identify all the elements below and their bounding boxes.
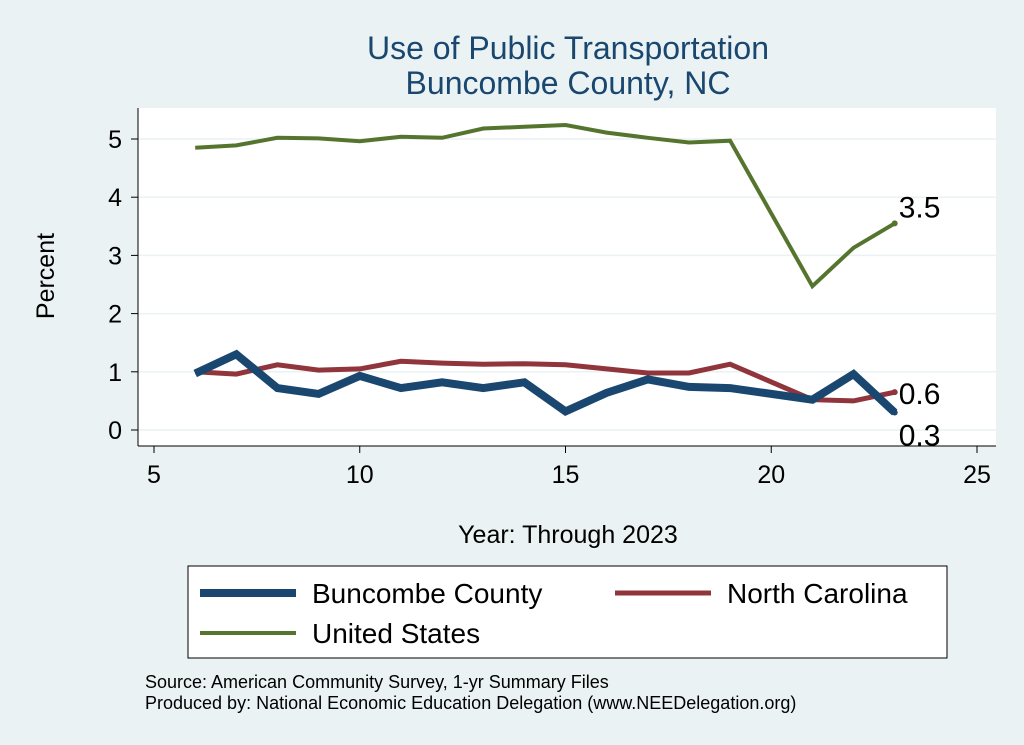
- y-axis-title: Percent: [32, 233, 60, 319]
- x-tick-label: 25: [963, 461, 991, 489]
- producer-note: Produced by: National Economic Education…: [145, 693, 796, 713]
- x-tick-label: 10: [346, 461, 374, 489]
- x-axis-ticks: 5 10 15 20 25: [147, 446, 991, 489]
- end-label-united-states: 3.5: [899, 191, 941, 224]
- y-tick-label: 1: [108, 359, 122, 387]
- series-end-marker: [891, 409, 898, 416]
- x-tick-label: 5: [147, 461, 161, 489]
- y-axis-ticks: 0 1 2 3 4 5: [108, 126, 138, 445]
- y-tick-label: 0: [108, 417, 122, 445]
- legend-box: [187, 565, 948, 659]
- data-series: [193, 122, 898, 416]
- y-tick-label: 4: [108, 184, 122, 212]
- legend: Buncombe County North Carolina United Stat…: [200, 578, 908, 649]
- x-tick-label: 20: [757, 461, 785, 489]
- end-label-north-carolina: 0.6: [899, 378, 941, 411]
- end-label-buncombe-county: 0.3: [899, 420, 941, 453]
- series-line-buncombe-county: [193, 349, 898, 416]
- x-tick-label: 15: [552, 461, 580, 489]
- series-end-marker: [891, 389, 898, 396]
- series-line-north-carolina: [195, 358, 896, 404]
- chart-title-line-2: Buncombe County, NC: [406, 65, 731, 101]
- y-tick-label: 2: [108, 301, 122, 329]
- y-tick-label: 3: [108, 242, 122, 270]
- legend-label-north-carolina: North Carolina: [727, 578, 908, 609]
- source-note: Source: American Community Survey, 1-yr …: [145, 672, 609, 692]
- end-labels: 0.3 0.6 3.5: [899, 191, 941, 452]
- series-line-united-states: [195, 122, 896, 290]
- legend-label-united-states: United States: [312, 618, 480, 649]
- chart-title-line-1: Use of Public Transportation: [367, 30, 769, 66]
- legend-label-buncombe-county: Buncombe County: [312, 578, 542, 609]
- x-axis-title: Year: Through 2023: [458, 521, 678, 549]
- plot-area: [138, 108, 996, 446]
- series-end-marker: [891, 220, 898, 227]
- y-tick-label: 5: [108, 126, 122, 154]
